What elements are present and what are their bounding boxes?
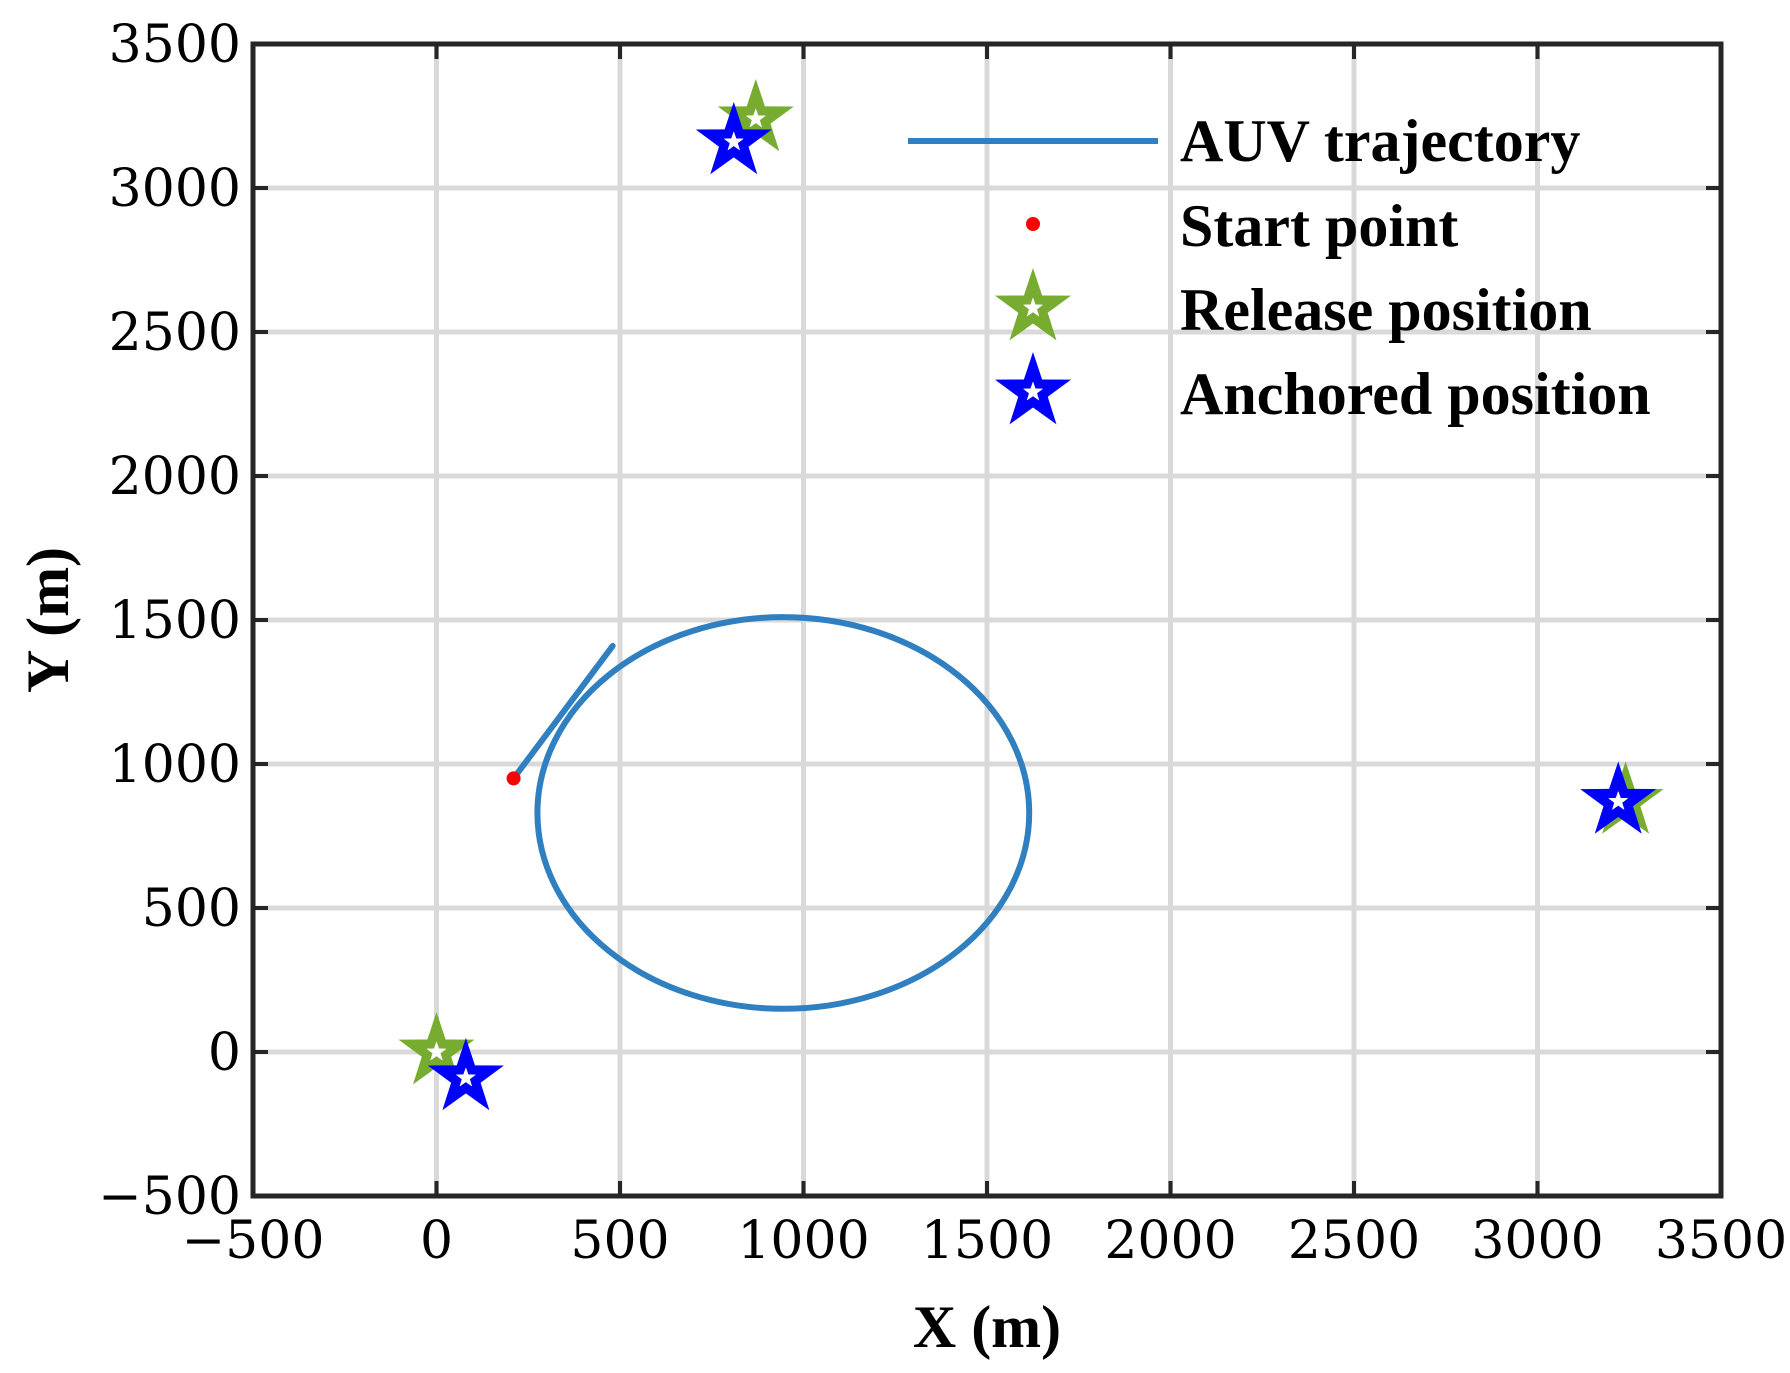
star-center: [456, 1067, 476, 1087]
x-tick-label: 2000: [1104, 1211, 1236, 1271]
legend-swatch-star: [994, 268, 1072, 341]
y-tick-label: −500: [98, 1167, 241, 1227]
x-tick-label: 3000: [1471, 1211, 1603, 1271]
x-tick-label: 0: [420, 1211, 453, 1271]
star-center: [746, 108, 766, 128]
legend-entry: Start point: [1026, 193, 1458, 259]
legend-label: AUV trajectory: [1180, 108, 1580, 174]
start-point-marker: [506, 771, 521, 786]
star-center: [724, 131, 744, 151]
plot-frame: [250, 41, 1724, 1199]
legend-entry: Release position: [994, 268, 1592, 343]
star-center: [1023, 381, 1043, 401]
star-center: [1023, 297, 1043, 317]
x-tick-label: 2500: [1288, 1211, 1420, 1271]
legend-label: Start point: [1180, 193, 1458, 259]
plot-data: [398, 78, 1664, 1111]
y-tick-label: 1000: [109, 735, 241, 795]
legend-entry: AUV trajectory: [908, 108, 1580, 174]
auv-trajectory-entry: [510, 642, 616, 782]
y-axis-ticks: −500 0 500 1000 1500 2000 2500 3000 3500: [98, 15, 1721, 1227]
y-tick-label: 3000: [109, 159, 241, 219]
y-tick-label: 500: [142, 879, 241, 939]
legend: AUV trajectory Start point Release positio…: [908, 108, 1651, 427]
anchored-position-marker: [427, 1037, 504, 1111]
release-position-marker: [717, 78, 794, 152]
anchored-position-marker: [695, 101, 772, 175]
release-position-marker: [398, 1012, 475, 1085]
y-tick-label: 2000: [109, 447, 241, 507]
legend-label: Release position: [1180, 277, 1592, 343]
x-tick-label: 1000: [737, 1211, 869, 1271]
legend-entry: Anchored position: [994, 352, 1651, 427]
x-tick-label: 3500: [1655, 1211, 1787, 1271]
y-axis-label: Y (m): [15, 547, 81, 693]
x-tick-label: 500: [570, 1211, 669, 1271]
auv-trajectory-loop: [534, 614, 1033, 1012]
legend-swatch-point: [1026, 217, 1040, 231]
anchored-position-marker: [1580, 761, 1657, 834]
star-center: [426, 1041, 447, 1061]
legend-label: Anchored position: [1180, 361, 1651, 427]
x-tick-label: 1500: [921, 1211, 1053, 1271]
y-tick-label: 3500: [109, 15, 241, 75]
legend-swatch-star: [994, 352, 1072, 425]
star-center: [1608, 791, 1628, 810]
x-axis-label: X (m): [913, 1294, 1061, 1360]
y-tick-label: 2500: [109, 303, 241, 363]
x-axis-ticks: −500 0 500 1000 1500 2000 2500 3000 3500: [182, 44, 1787, 1271]
y-tick-label: 0: [208, 1023, 241, 1083]
x-tick-label: −500: [182, 1211, 325, 1271]
y-tick-label: 1500: [109, 591, 241, 651]
